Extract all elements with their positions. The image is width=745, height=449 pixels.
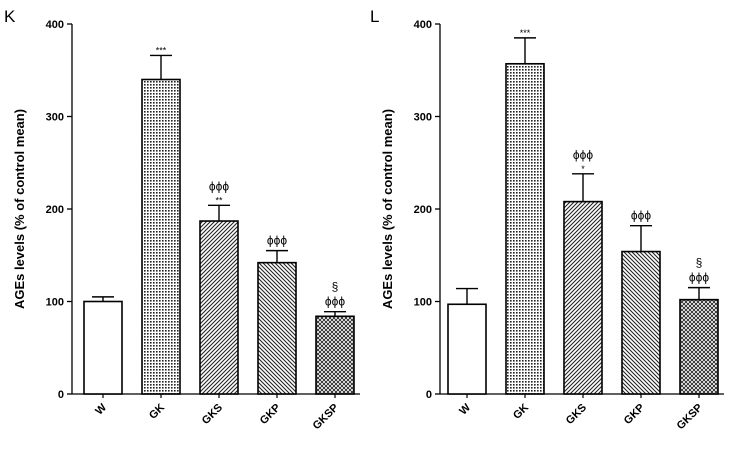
bar-gk [141,78,181,395]
y-tick-label: 200 [414,204,432,216]
x-tick-label: GK [147,402,167,422]
bar-gkp [257,261,297,395]
significance-label: ϕϕϕ [325,295,345,309]
x-tick-label: GK [511,402,531,422]
chart-panel-k: K AGEs levels (% of control mean) 0 100 200 3… [4,7,360,432]
significance-label: § [696,256,703,270]
significance-label: ϕϕϕ [631,209,651,223]
y-tick-label: 300 [414,112,432,124]
bar-gksp [315,315,355,395]
x-tick-label: GKSP [675,402,706,433]
y-tick-label: 100 [414,297,432,309]
y-tick-label: 400 [414,19,432,31]
significance-label: *** [520,28,531,38]
x-tick-label: GKP [622,402,647,427]
y-axis-label: AGEs levels (% of control mean) [380,109,395,309]
significance-label: *** [156,45,167,55]
bar-gkp [621,250,661,395]
chart-panel-l: L AGEs levels (% of control mean) 0 100 200 3… [370,7,724,432]
x-tick-label: GKP [258,402,283,427]
bar-gk [505,62,545,395]
significance-label: ϕϕϕ [689,271,709,285]
bar-w [447,303,487,395]
y-tick-label: 200 [46,204,64,216]
x-tick-label: W [93,401,109,417]
panel-label: K [4,7,16,26]
significance-label: § [332,280,339,294]
x-tick-label: GKSP [311,402,342,433]
significance-label: ** [215,195,223,205]
y-tick-label: 0 [58,389,64,401]
significance-label: * [581,164,585,174]
bar-gks [199,220,239,395]
significance-label: ϕϕϕ [573,148,593,162]
x-tick-label: GKS [564,402,589,427]
bar-gks [563,200,603,395]
x-tick-label: GKS [200,402,225,427]
x-tick-label: W [457,401,473,417]
bar-w [83,300,123,395]
y-tick-label: 400 [46,19,64,31]
y-axis-label: AGEs levels (% of control mean) [12,109,27,309]
significance-label: ϕϕϕ [209,179,229,193]
y-tick-label: 0 [426,389,432,401]
panel-label: L [370,7,379,26]
y-tick-label: 300 [46,112,64,124]
bar-gksp [679,298,719,395]
y-tick-label: 100 [46,297,64,309]
significance-label: ϕϕϕ [267,234,287,248]
